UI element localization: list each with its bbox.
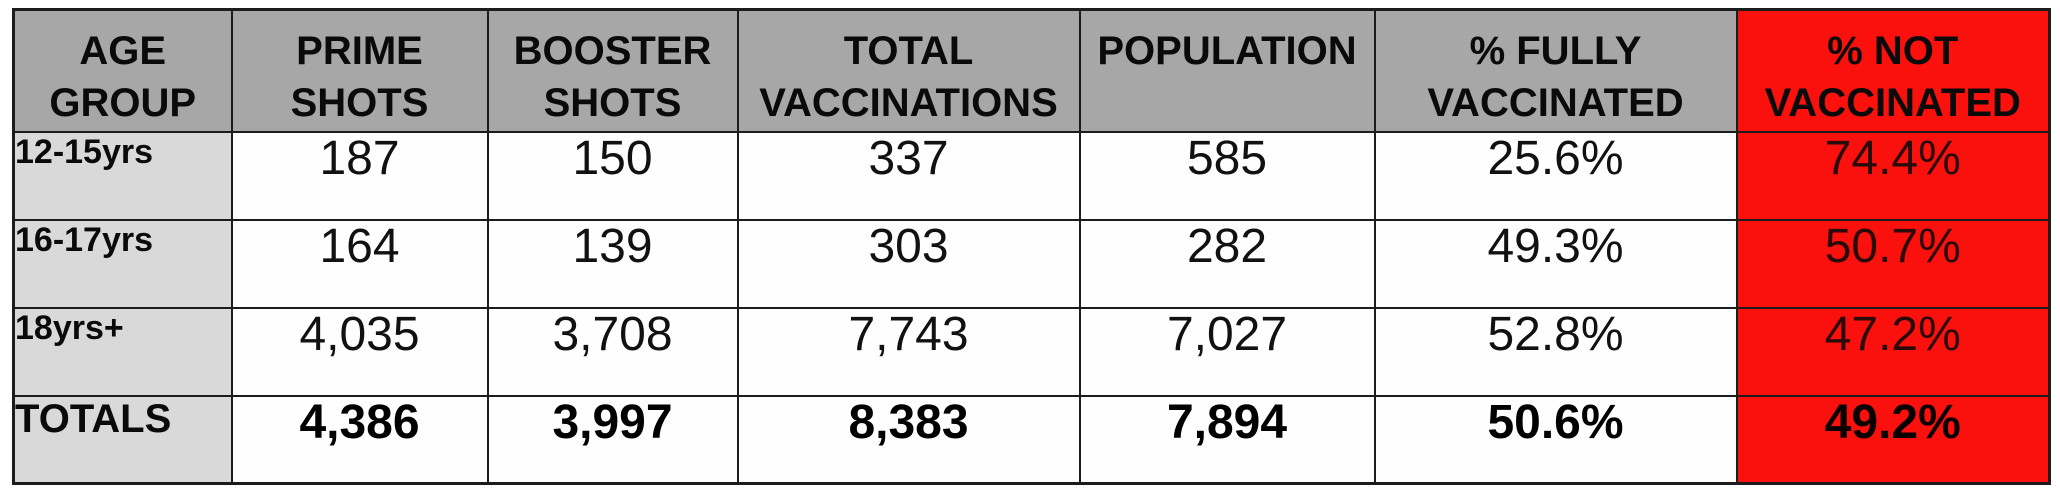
cell-pct-not-vaccinated: 74.4%: [1735, 130, 2051, 221]
row-label: 18yrs+: [12, 306, 233, 397]
header-line: % FULLY: [1469, 29, 1642, 73]
row-label: TOTALS: [12, 394, 233, 485]
cell-population: 282: [1078, 218, 1376, 309]
cell-booster-shots: 3,997: [486, 394, 739, 485]
cell-pct-not-vaccinated: 47.2%: [1735, 306, 2051, 397]
cell-total-vaccinations: 303: [736, 218, 1081, 309]
cell-population: 7,894: [1078, 394, 1376, 485]
row-18yrs-plus: 18yrs+ 4,035 3,708 7,743 7,027 52.8% 47.…: [12, 306, 2051, 397]
header-line: AGE: [79, 29, 167, 73]
row-16-17yrs: 16-17yrs 164 139 303 282 49.3% 50.7%: [12, 218, 2051, 309]
header-population: POPULATION: [1078, 8, 1376, 133]
header-line: VACCINATED: [1764, 81, 2021, 125]
cell-population: 7,027: [1078, 306, 1376, 397]
header-pct-not-vaccinated: % NOT VACCINATED: [1735, 8, 2051, 133]
cell-booster-shots: 150: [486, 130, 739, 221]
header-line: SHOTS: [290, 81, 429, 125]
cell-booster-shots: 3,708: [486, 306, 739, 397]
cell-prime-shots: 4,386: [230, 394, 489, 485]
cell-pct-not-vaccinated: 50.7%: [1735, 218, 2051, 309]
header-prime-shots: PRIME SHOTS: [230, 8, 489, 133]
cell-prime-shots: 164: [230, 218, 489, 309]
row-label: 16-17yrs: [12, 218, 233, 309]
row-label: 12-15yrs: [12, 130, 233, 221]
header-line: TOTAL: [843, 29, 974, 73]
header-line: GROUP: [49, 81, 197, 125]
header-line: VACCINATIONS: [759, 81, 1058, 125]
cell-prime-shots: 187: [230, 130, 489, 221]
header-line: % NOT: [1827, 29, 1959, 73]
cell-pct-fully-vaccinated: 52.8%: [1373, 306, 1738, 397]
header-age-group: AGE GROUP: [12, 8, 233, 133]
cell-booster-shots: 139: [486, 218, 739, 309]
vaccination-table: AGE GROUP PRIME SHOTS BOOSTER SHOTS TOTAL VA…: [12, 8, 2051, 485]
header-line: BOOSTER: [513, 29, 712, 73]
header-pct-fully-vaccinated: % FULLY VACCINATED: [1373, 8, 1738, 133]
header-line: VACCINATED: [1427, 81, 1684, 125]
cell-population: 585: [1078, 130, 1376, 221]
header-line: SHOTS: [543, 81, 682, 125]
cell-prime-shots: 4,035: [230, 306, 489, 397]
cell-pct-fully-vaccinated: 50.6%: [1373, 394, 1738, 485]
cell-pct-fully-vaccinated: 25.6%: [1373, 130, 1738, 221]
row-totals: TOTALS 4,386 3,997 8,383 7,894 50.6% 49.…: [12, 394, 2051, 485]
table-header-row: AGE GROUP PRIME SHOTS BOOSTER SHOTS TOTAL VA…: [12, 8, 2051, 133]
header-line: PRIME: [296, 29, 423, 73]
header-line: POPULATION: [1097, 29, 1357, 73]
row-12-15yrs: 12-15yrs 187 150 337 585 25.6% 74.4%: [12, 130, 2051, 221]
cell-total-vaccinations: 7,743: [736, 306, 1081, 397]
cell-total-vaccinations: 337: [736, 130, 1081, 221]
cell-pct-fully-vaccinated: 49.3%: [1373, 218, 1738, 309]
cell-pct-not-vaccinated: 49.2%: [1735, 394, 2051, 485]
cell-total-vaccinations: 8,383: [736, 394, 1081, 485]
header-total-vaccinations: TOTAL VACCINATIONS: [736, 8, 1081, 133]
header-booster-shots: BOOSTER SHOTS: [486, 8, 739, 133]
